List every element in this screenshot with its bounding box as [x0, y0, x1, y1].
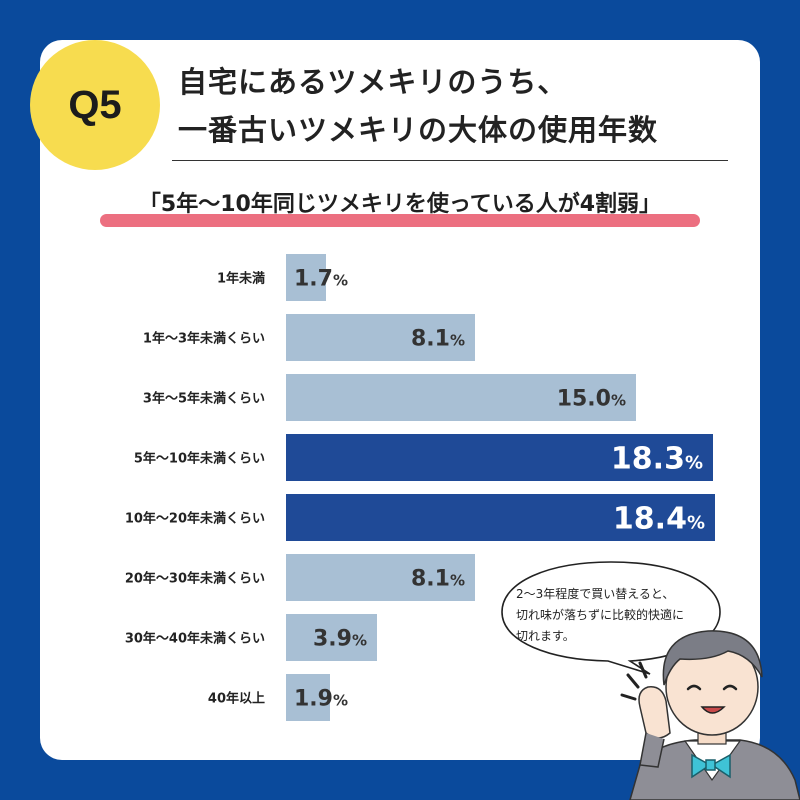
value-label-2: 8.1%: [411, 327, 465, 352]
value-label-6: 8.1%: [411, 567, 465, 592]
bar-2: [286, 314, 475, 361]
bar-6: [286, 554, 475, 601]
category-label-8: 40年以上: [208, 691, 265, 707]
callout-line-2: 切れ味が落ちずに比較的快適に: [516, 608, 685, 622]
callout-line-3: 切れます。: [516, 629, 575, 643]
category-label-7: 30年〜40年未満くらい: [125, 631, 265, 647]
subtitle-block: 「5年〜10年同じツメキリを使っている人が4割弱」: [100, 186, 700, 228]
value-label-5: 18.4%: [613, 502, 705, 537]
value-label-8: 1.9%: [294, 687, 348, 712]
subtitle-highlight: [100, 214, 700, 227]
bar-3: [286, 374, 636, 421]
value-label-4: 18.3%: [611, 442, 703, 477]
category-label-5: 10年〜20年未満くらい: [125, 511, 265, 527]
speech-bubble: [501, 561, 721, 675]
callout-line-1: 2〜3年程度で買い替えると、: [516, 587, 675, 601]
exclamation-marks: [620, 661, 648, 701]
category-label-6: 20年〜30年未満くらい: [125, 571, 265, 587]
category-label-2: 1年〜3年未満くらい: [143, 331, 265, 347]
category-label-4: 5年〜10年未満くらい: [134, 451, 265, 467]
value-label-3: 15.0%: [557, 387, 626, 412]
businessman-illustration: [620, 630, 800, 800]
callout-text: 2〜3年程度で買い替えると、 切れ味が落ちずに比較的快適に 切れます。: [516, 584, 716, 647]
bar-8: [286, 674, 330, 721]
bar-7: [286, 614, 377, 661]
value-label-7: 3.9%: [313, 627, 367, 652]
question-badge: Q5: [30, 40, 160, 170]
page-title: 自宅にあるツメキリのうち、 一番古いツメキリの大体の使用年数: [178, 58, 738, 154]
title-line-2: 一番古いツメキリの大体の使用年数: [178, 113, 659, 147]
category-label-3: 3年〜5年未満くらい: [143, 391, 265, 407]
title-line-1: 自宅にあるツメキリのうち、: [178, 65, 568, 99]
category-label-1: 1年未満: [217, 271, 265, 287]
subtitle: 「5年〜10年同じツメキリを使っている人が4割弱」: [138, 192, 662, 217]
bar-4: [286, 434, 713, 481]
bar-1: [286, 254, 326, 301]
title-divider: [172, 160, 728, 161]
value-label-1: 1.7%: [294, 267, 348, 292]
bar-5: [286, 494, 715, 541]
